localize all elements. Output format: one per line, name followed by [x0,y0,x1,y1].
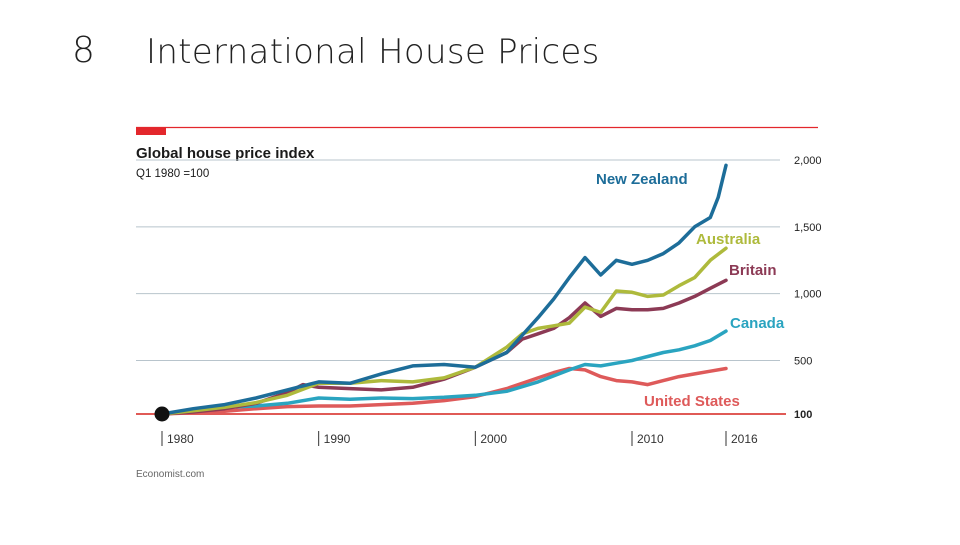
y-tick-label: 100 [794,409,812,421]
y-tick-label: 1,500 [794,222,822,234]
y-tick-label: 2,000 [794,155,822,167]
x-tick-label: 2016 [731,432,758,446]
chart-title: Global house price index [136,145,315,162]
slide-title: International House Prices [146,32,600,72]
series-line-britain [160,278,728,416]
series-label-australia: Australia [696,231,761,248]
x-tick-label: 1980 [167,432,194,446]
slide-number: 8 [72,30,95,71]
series-label-united-states: United States [644,393,740,410]
x-tick-label: 2010 [637,432,664,446]
y-tick-label: 500 [794,356,812,368]
x-axis: 1980 1990 2000 2010 2016 [161,431,758,446]
chart-subtitle: Q1 1980 =100 [136,168,209,180]
accent-bar [136,127,166,135]
y-tick-label: 1,000 [794,289,822,301]
series-labels: New Zealand Australia Britain Canada United … [596,171,785,410]
origin-dot [154,406,170,422]
series-label-canada: Canada [730,315,785,332]
x-tick-label: 1990 [324,432,351,446]
series-label-britain: Britain [729,262,777,279]
source-credit: Economist.com [136,469,205,480]
series-line-new-zealand [160,163,728,416]
series-line-australia [160,246,728,416]
y-axis: 2,000 1,500 1,000 500 100 [794,155,822,421]
series-line-united-states [160,366,728,416]
series-label-new-zealand: New Zealand [596,171,688,188]
x-tick-label: 2000 [480,432,507,446]
series-line-canada [160,329,728,416]
grid-lines [136,159,786,415]
series-lines [154,163,728,422]
